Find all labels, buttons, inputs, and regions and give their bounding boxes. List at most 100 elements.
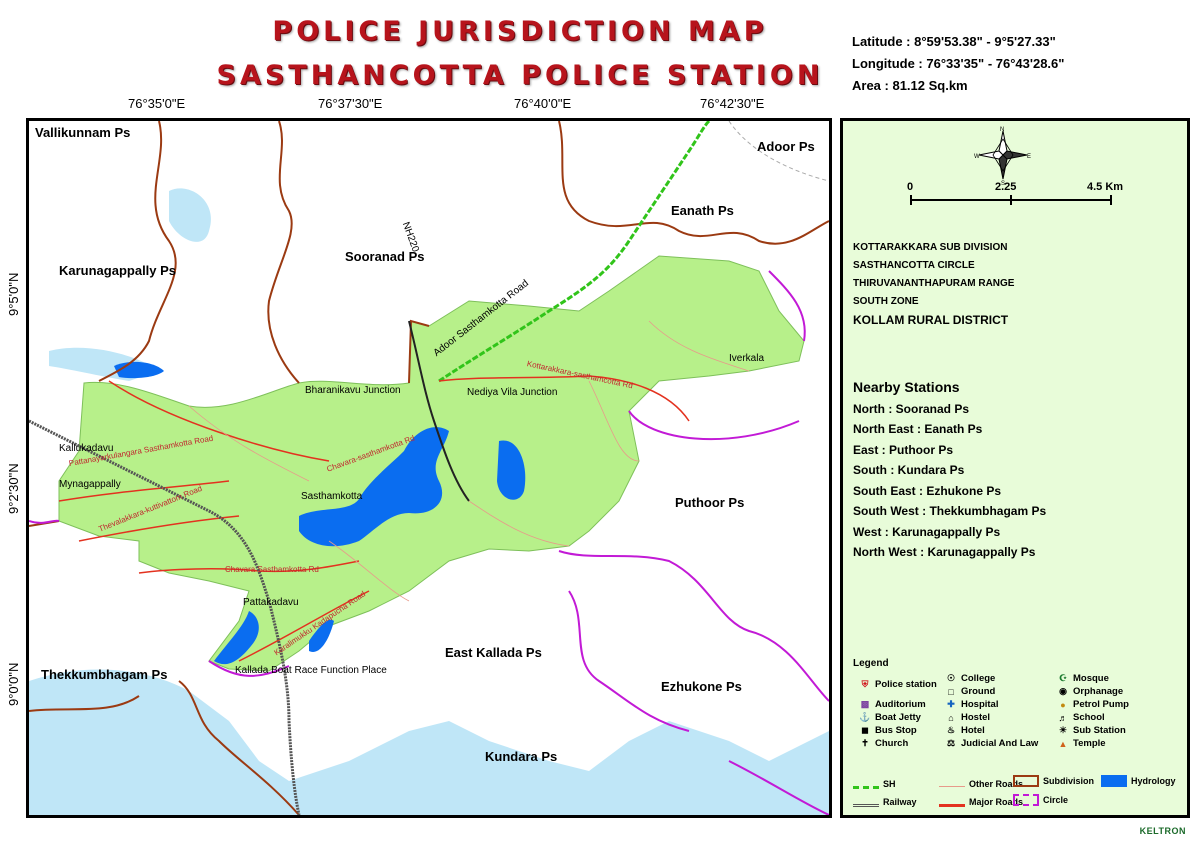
legend-item: ☪ Mosque (1057, 673, 1109, 684)
legend-item: ♨ Hotel (945, 725, 985, 736)
major-roads (58, 375, 690, 662)
backwater-area (29, 669, 829, 815)
legend-item: ⚖ Judicial And Law (945, 738, 1038, 749)
nearby-item: North East : Eanath Ps (853, 422, 983, 436)
legend-item: □ Ground (945, 686, 995, 697)
nh220-road (408, 320, 470, 502)
legend-label: Orphanage (1073, 686, 1124, 697)
nearby-item: North West : Karunagappally Ps (853, 545, 1036, 559)
legend-label: Boat Jetty (875, 712, 921, 723)
neighbour-station: Adoor Ps (757, 139, 815, 154)
district-name: KOLLAM RURAL DISTRICT (853, 313, 1009, 327)
ground-icon: □ (948, 686, 954, 697)
legend-label: Police station (875, 679, 937, 690)
legend-title: Legend (853, 658, 889, 669)
bus-stop-icon: ◼ (861, 725, 869, 735)
circle-name: SASTHANCOTTA CIRCLE (853, 260, 975, 271)
legend-label: Temple (1073, 738, 1106, 749)
legend-item: ♬ School (1057, 712, 1105, 723)
compass-s: S (1001, 181, 1005, 185)
compass-n: N (1000, 127, 1004, 133)
nearby-item: West : Karunagappally Ps (853, 524, 1001, 539)
hospital-icon: ✚ (947, 699, 955, 709)
legend-item: ✝ Church (859, 738, 908, 749)
hostel-icon: ⌂ (948, 712, 954, 723)
hydrology-swatch (1101, 775, 1127, 787)
legend-subdivision: Subdivision (1013, 775, 1094, 787)
place-label: Bharanikavu Junction (305, 385, 401, 396)
nearby-stations: Nearby Stations North : Sooranad Ps Nort… (853, 377, 1046, 563)
area-value: Area : 81.12 Sq.km (852, 78, 968, 93)
hotel-icon: ♨ (946, 725, 956, 735)
church-icon: ✝ (861, 738, 869, 748)
legend-label: Hotel (961, 725, 985, 736)
legend-label: Circle (1043, 795, 1069, 805)
neighbour-station: Karunagappally Ps (59, 263, 177, 278)
sub-station-icon: ☀ (1058, 725, 1068, 735)
major-roads-swatch (939, 803, 965, 807)
lake-north (169, 188, 211, 242)
circle-boundaries (29, 270, 829, 815)
legend-item: ☉ College (945, 673, 995, 684)
legend-item: ☀ Sub Station (1057, 725, 1126, 736)
map-svg (29, 121, 829, 815)
map-title: POLICE JURISDICTION MAP (272, 16, 768, 47)
nearby-item: North : Sooranad Ps (853, 401, 970, 416)
legend-sh: SH (853, 779, 896, 789)
legend-item: ◉ Orphanage (1057, 686, 1123, 697)
legend-item: ▩ Auditorium (859, 699, 926, 710)
place-label: Pattakadavu (243, 597, 299, 608)
legend-railway: Railway (853, 797, 917, 807)
legend-item: ● Petrol Pump (1057, 699, 1129, 710)
legend-item: ⌂ Hostel (945, 712, 990, 723)
legend-item: ✚ Hospital (945, 699, 998, 710)
district-boundary (728, 121, 829, 182)
legend-label: SH (883, 779, 896, 789)
legend-label: Major Roads (969, 797, 1024, 807)
map-subtitle: SASTHANCOTTA POLICE STATION (216, 60, 824, 91)
road-label: Chavara Sasthamkotta Rd (225, 565, 319, 574)
place-label: Kallukadavu (59, 443, 114, 454)
legend-label: Subdivision (1043, 776, 1095, 786)
nearby-item: South West : Thekkumbhagam Ps (853, 504, 1047, 518)
scale-tick (910, 195, 912, 205)
neighbour-station: Kundara Ps (485, 749, 558, 764)
latitude-range: Latitude : 8°59'53.38" - 9°5'27.33" (852, 34, 1056, 49)
temple-icon: ▲ (1058, 738, 1068, 749)
lake-east (497, 440, 526, 500)
neighbour-station: Vallikunnam Ps (35, 125, 131, 140)
keltron-logo: KELTRON (1139, 826, 1186, 836)
nearby-item: South : Kundara Ps (853, 463, 965, 477)
legend-label: Hospital (961, 699, 999, 710)
sh-swatch (853, 785, 879, 789)
boat-jetty-icon: ⚓ (859, 712, 871, 722)
other-roads (188, 320, 750, 602)
kallada-river (214, 611, 259, 665)
admin-info: KOTTARAKKARA SUB DIVISION SASTHANCOTTA C… (853, 239, 1014, 329)
map-canvas[interactable]: Vallikunnam Ps Adoor Ps Eanath Ps Karuna… (26, 118, 832, 818)
compass-e: E (1027, 154, 1031, 160)
legend-label: Petrol Pump (1073, 699, 1129, 710)
scale-bar: 0 2.25 4.5 Km (903, 181, 1143, 211)
legend-panel: N S E W 0 2.25 4.5 Km KOTTARAKKARA SUB D… (840, 118, 1190, 818)
scale-end: 4.5 Km (1087, 181, 1124, 193)
neighbour-station: Eanath Ps (671, 203, 734, 218)
place-label: Iverkala (729, 353, 765, 364)
nearby-item: East : Puthoor Ps (853, 442, 954, 457)
legend-circle: Circle (1013, 794, 1068, 806)
y-tick-label: 9°0'0"N (6, 662, 21, 706)
longitude-range: Longitude : 76°33'35" - 76°43'28.6" (852, 56, 1065, 71)
legend-label: Hostel (961, 712, 991, 723)
x-tick-label: 76°40'0"E (514, 96, 572, 111)
zone-name: SOUTH ZONE (853, 296, 919, 307)
circle-swatch (1013, 794, 1039, 806)
range-name: THIRUVANANTHAPURAM RANGE (853, 278, 1015, 289)
legend-item: ⚓ Boat Jetty (859, 712, 921, 723)
subdivision-swatch (1013, 775, 1039, 787)
legend-label: Judicial And Law (961, 738, 1039, 749)
neighbour-station: Ezhukone Ps (661, 679, 742, 694)
subdivision-name: KOTTARAKKARA SUB DIVISION (853, 242, 1008, 253)
legend-label: Bus Stop (875, 725, 917, 736)
x-tick-label: 76°35'0"E (128, 96, 186, 111)
scale-tick (1110, 195, 1112, 205)
